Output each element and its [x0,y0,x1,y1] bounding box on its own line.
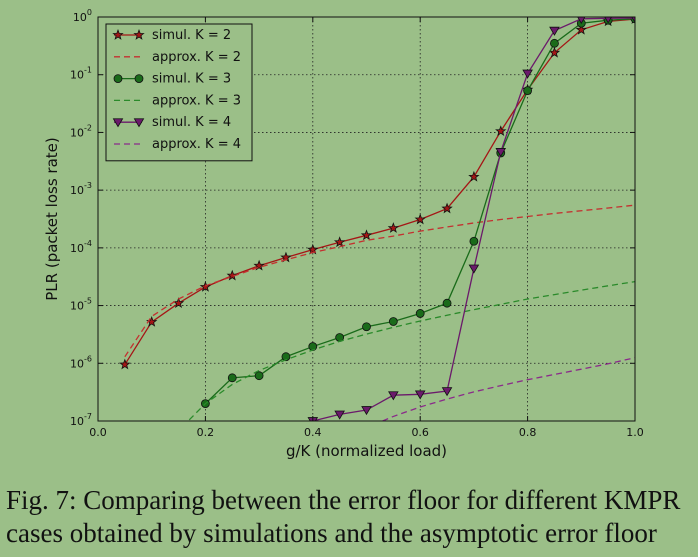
x-tick-label-1: 0.2 [197,426,215,439]
y-axis-label: PLR (packet loss rate) [43,137,61,301]
legend-label-5: approx. K = 4 [152,137,241,152]
plot-frame [97,16,636,422]
legend-label-3: approx. K = 3 [152,93,241,108]
point-0-4 [226,269,238,281]
series-line-1 [124,204,635,358]
legend-label-1: approx. K = 2 [152,50,241,65]
y-tick-label-0: 10-7 [70,412,92,428]
legend-marker-2 [113,74,123,83]
point-0-5 [253,259,265,271]
point-2-2 [254,371,264,381]
legend-marker-b-0 [133,29,145,40]
y-tick-label-6: 10-1 [70,66,92,82]
x-tick-label-4: 0.8 [519,426,537,439]
series-layer [119,17,635,421]
caption-line-1: Fig. 7: Comparing between the error floo… [6,485,681,515]
series-line-5 [382,357,635,421]
legend-marker-4 [112,118,124,128]
y-tick-label-3: 10-4 [70,239,92,255]
point-2-9 [442,298,452,308]
point-0-9 [360,229,373,241]
point-4-6 [468,264,480,274]
point-0-17 [575,23,587,35]
point-0-12 [441,202,453,214]
point-0-7 [307,243,319,255]
legend-marker-0 [112,29,124,40]
series-line-0 [124,18,635,365]
axis-ticks: 0.0 0.2 0.4 0.6 0.8 1.0 10-7 10-6 10-5 10-4 10-3 10… [70,8,644,439]
point-4-9 [549,26,560,36]
x-tick-label-3: 0.6 [411,426,429,439]
plr-chart: 0.0 0.2 0.4 0.6 0.8 1.0 10-7 10-6 10-5 10-4 10-3 10… [43,8,644,460]
point-4-3 [388,391,399,401]
point-0-14 [495,125,507,137]
legend-marker-b-2 [134,74,144,83]
point-4-4 [414,390,426,400]
series-1 [124,204,635,358]
point-4-10 [577,17,586,24]
caption-line-2: cases obtained by simulations and the as… [6,518,657,548]
point-0-11 [414,213,426,225]
point-2-10 [469,236,479,246]
legend: simul. K = 2 approx. K = 2 simul. K = 3 app… [105,23,253,162]
series-5 [382,357,635,421]
legend-marker-b-4 [133,118,145,128]
x-tick-label-2: 0.4 [304,426,322,439]
point-0-10 [387,222,400,233]
point-2-12 [523,86,532,96]
point-0-8 [333,236,346,248]
figure-caption: Fig. 7: Comparing between the error floo… [6,484,696,550]
series-line-3 [188,280,635,421]
series-3 [188,280,635,421]
y-tick-label-1: 10-6 [70,354,92,370]
point-2-6 [362,322,371,332]
point-0-13 [468,170,480,182]
point-2-8 [415,309,425,318]
x-tick-label-0: 0.0 [89,426,107,439]
x-axis-label: g/K (normalized load) [286,442,447,460]
series-4 [307,17,635,421]
point-0-16 [548,46,561,58]
series-line-4 [312,17,635,421]
legend-label-2: simul. K = 3 [152,72,231,87]
point-0-2 [172,297,185,309]
legend-label-4: simul. K = 4 [152,115,231,130]
x-tick-label-5: 1.0 [626,426,644,439]
y-tick-label-4: 10-3 [70,181,92,197]
y-tick-label-5: 10-2 [70,123,92,139]
point-2-7 [388,317,398,326]
point-4-8 [522,69,533,79]
y-tick-label-2: 10-5 [70,297,92,313]
legend-label-0: simul. K = 2 [152,28,231,43]
point-4-5 [441,387,453,397]
point-4-7 [495,148,507,158]
point-4-2 [361,406,372,416]
point-0-0 [119,358,131,370]
point-2-1 [227,373,237,383]
point-4-11 [604,17,612,24]
point-2-13 [550,38,559,48]
legend-box [105,23,253,162]
y-tick-label-7: 100 [73,8,92,24]
point-4-12 [631,17,635,24]
point-4-1 [334,410,345,420]
point-2-3 [281,352,291,362]
